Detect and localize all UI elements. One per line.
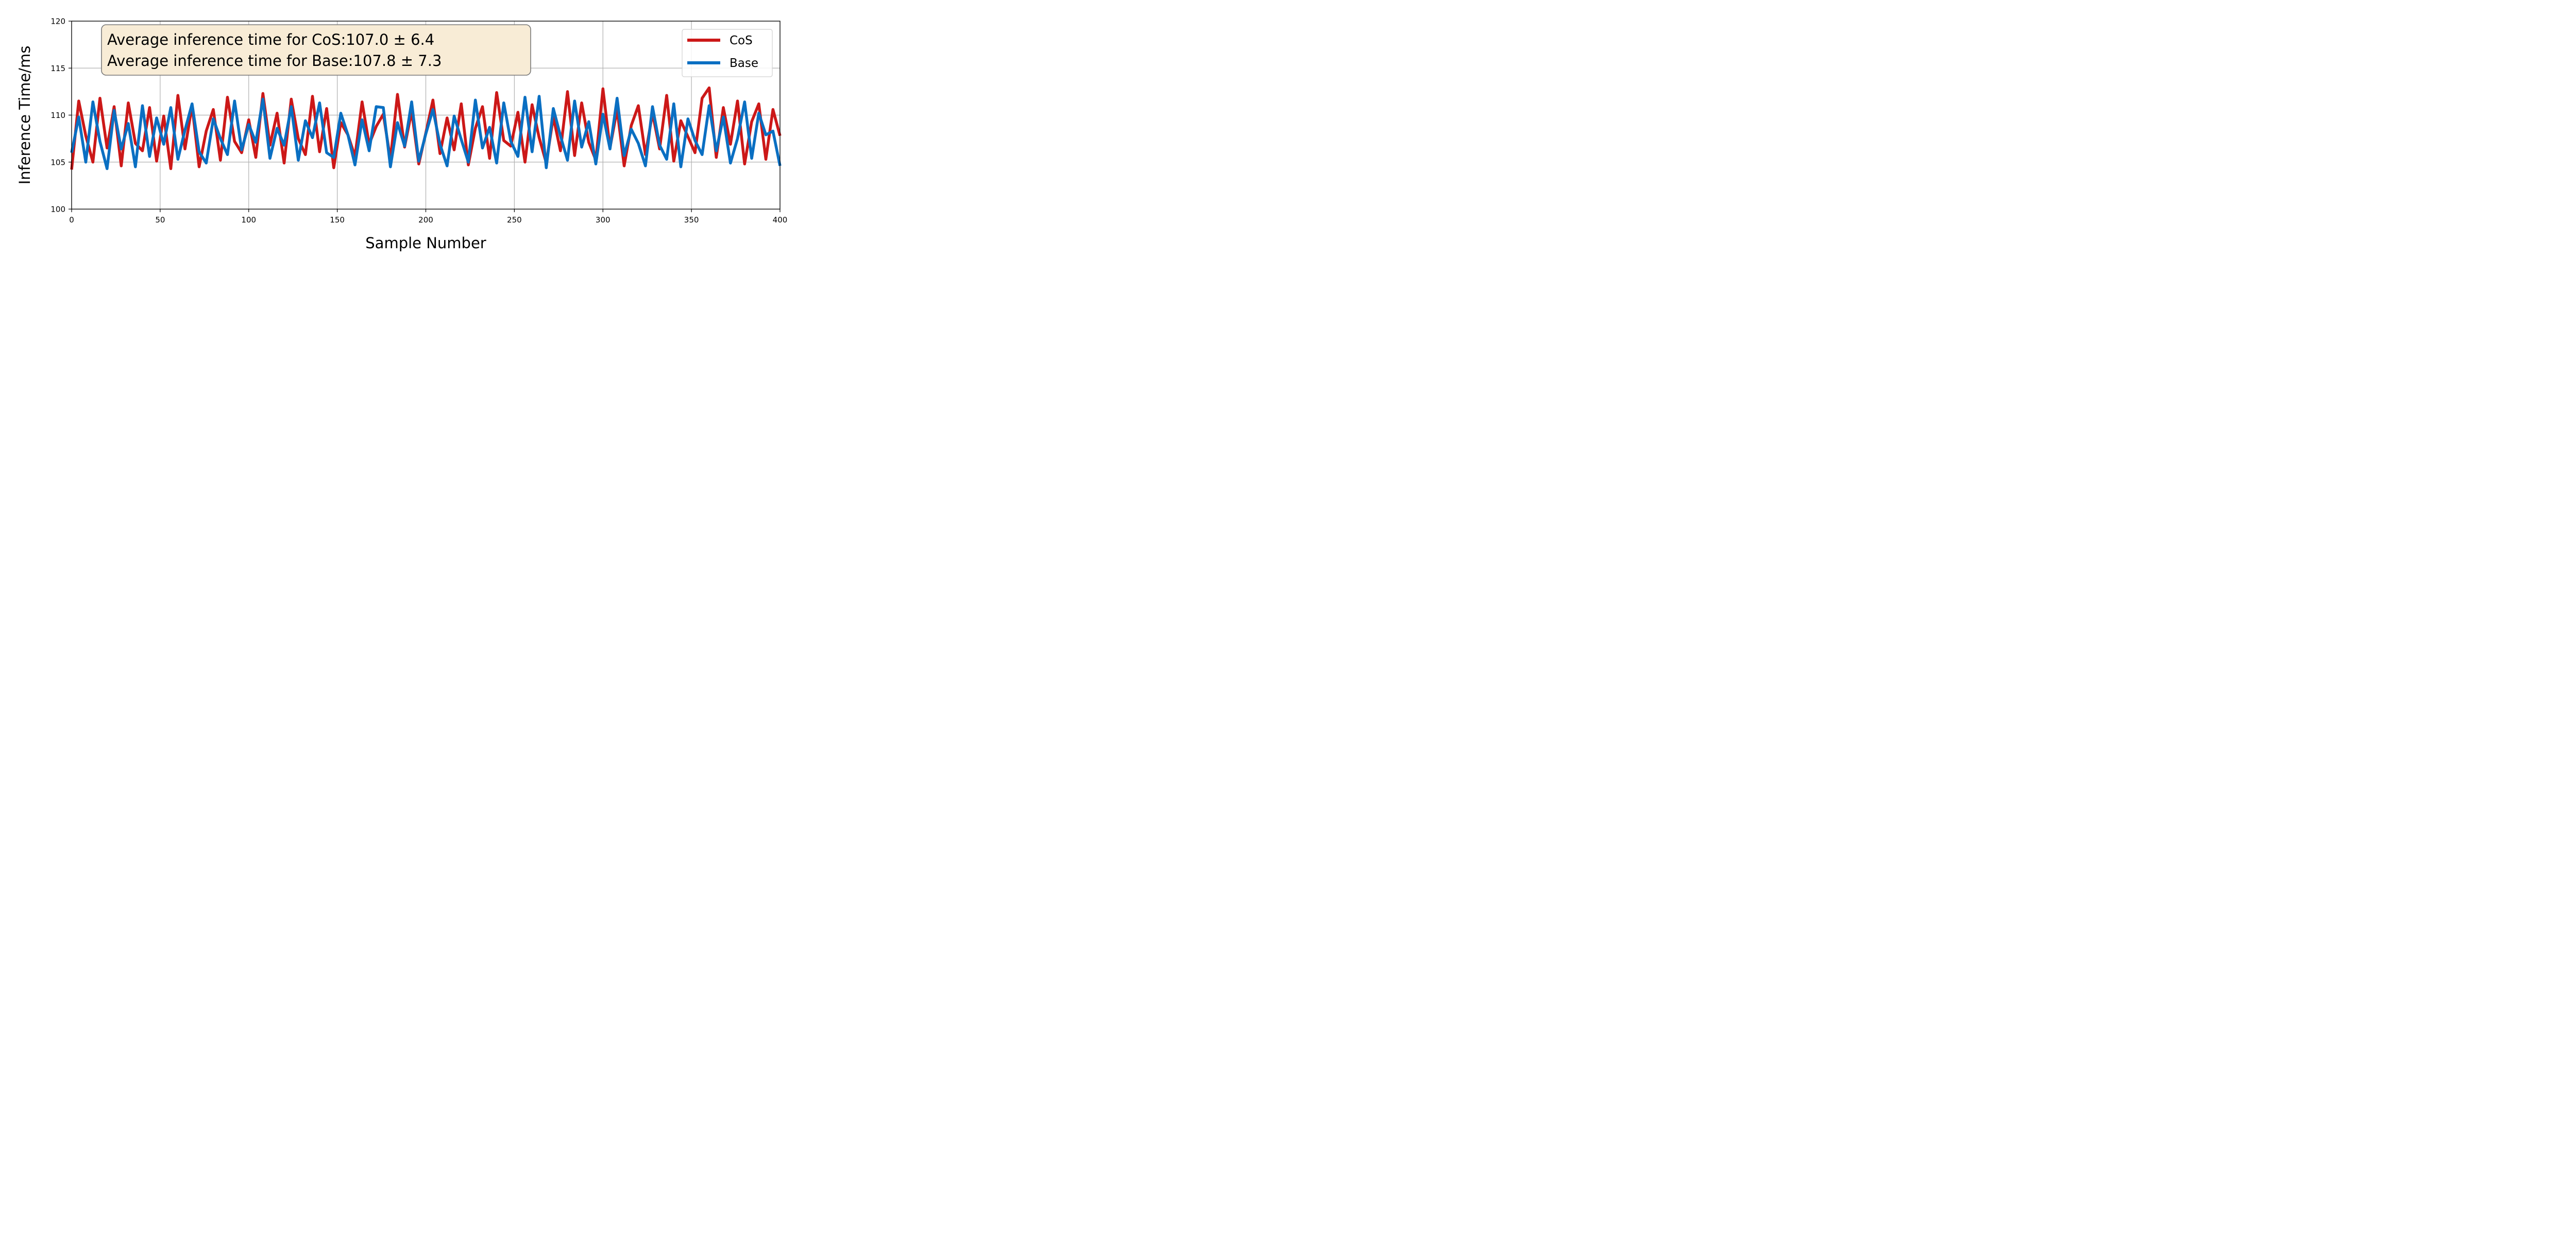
legend-label-base: Base <box>730 57 758 70</box>
y-tick-label-1: 105 <box>50 158 65 167</box>
x-tick-label-4: 200 <box>418 215 433 225</box>
y-tick-label-0: 100 <box>50 205 65 214</box>
x-tick-label-5: 250 <box>507 215 522 225</box>
x-tick-label-8: 400 <box>773 215 788 225</box>
x-axis-ticks: 0 50 100 150 200 250 300 350 400 <box>69 209 787 225</box>
annotation-line-cos: Average inference time for CoS:107.0 ± 6… <box>107 31 434 48</box>
chart: 0 50 100 150 200 250 300 350 400 100 105 110 115 120… <box>16 17 787 252</box>
y-axis-title: Inference Time/ms <box>16 46 33 185</box>
annotation-background <box>101 24 531 76</box>
annotation-line-base: Average inference time for Base:107.8 ± … <box>107 52 442 70</box>
x-tick-label-7: 350 <box>684 215 699 225</box>
y-tick-label-3: 115 <box>50 64 65 73</box>
annotation-box: Average inference time for CoS:107.0 ± 6… <box>101 24 531 76</box>
x-tick-label-1: 50 <box>155 215 165 225</box>
legend-label-cos: CoS <box>730 34 753 47</box>
x-axis-title: Sample Number <box>365 234 486 252</box>
x-tick-label-0: 0 <box>69 215 74 225</box>
legend-frame <box>682 29 773 77</box>
x-tick-label-6: 300 <box>596 215 611 225</box>
y-axis-ticks: 100 105 110 115 120 <box>50 17 72 214</box>
legend: CoS Base <box>682 29 773 77</box>
x-tick-label-2: 100 <box>241 215 256 225</box>
y-tick-label-2: 110 <box>50 111 65 120</box>
series-lines <box>70 86 782 170</box>
y-tick-label-4: 120 <box>50 17 65 26</box>
x-tick-label-3: 150 <box>330 215 345 225</box>
